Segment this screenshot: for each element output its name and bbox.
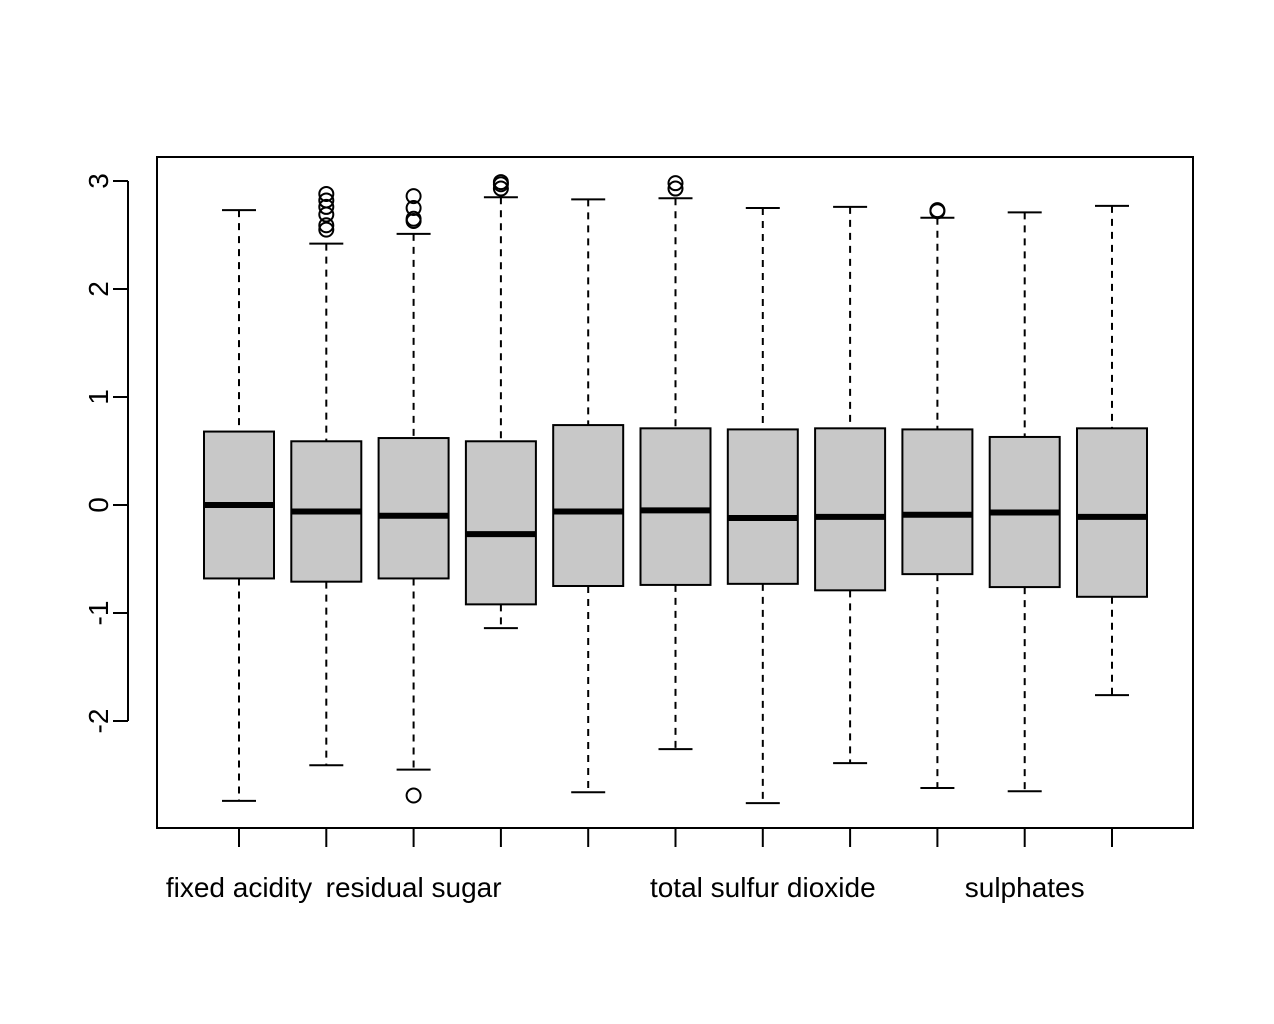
box [552, 198, 625, 794]
outlier-point [492, 180, 509, 197]
box [203, 209, 275, 802]
x-tick-label: total sulfur dioxide [650, 872, 876, 903]
y-tick-label: 0 [83, 497, 114, 513]
box [988, 211, 1061, 793]
y-tick-label: 3 [83, 173, 114, 189]
outlier-point [318, 185, 335, 202]
y-tick-label: 1 [83, 389, 114, 405]
box-iqr [552, 424, 625, 587]
box [377, 188, 450, 804]
box-iqr [464, 440, 537, 606]
plot-frame [156, 156, 1194, 829]
outlier-point [667, 175, 684, 192]
x-tick-label: residual sugar [326, 872, 502, 903]
outlier-point [405, 188, 422, 205]
box-iqr [901, 428, 974, 576]
outlier-point [318, 217, 335, 234]
box [726, 207, 799, 805]
box [901, 202, 974, 789]
outlier-point [405, 787, 422, 804]
x-tick-label: fixed acidity [166, 872, 312, 903]
box-iqr [1076, 427, 1148, 598]
outlier-point [929, 202, 946, 219]
box [464, 174, 537, 630]
x-axis: fixed acidity residual sugar total sulfur … [166, 828, 1113, 903]
outlier-point [667, 180, 684, 197]
outlier-point [405, 210, 422, 227]
x-tick-label: sulphates [965, 872, 1085, 903]
y-tick-label: -2 [83, 709, 114, 734]
box [1076, 204, 1148, 697]
box [639, 175, 712, 751]
box-iqr [726, 428, 799, 585]
y-axis: -2 -1 0 1 2 3 [83, 173, 129, 734]
boxes [203, 174, 1148, 805]
outlier-point [405, 200, 422, 216]
outlier-point [318, 192, 335, 209]
box-iqr [377, 437, 450, 580]
box-iqr [639, 427, 712, 586]
outlier-point [318, 221, 335, 238]
outlier-point [492, 174, 509, 191]
y-tick-label: 2 [83, 281, 114, 297]
box-iqr [814, 427, 887, 592]
box [290, 185, 363, 767]
box [814, 205, 887, 765]
outlier-point [318, 198, 335, 215]
y-tick-label: -1 [83, 601, 114, 626]
